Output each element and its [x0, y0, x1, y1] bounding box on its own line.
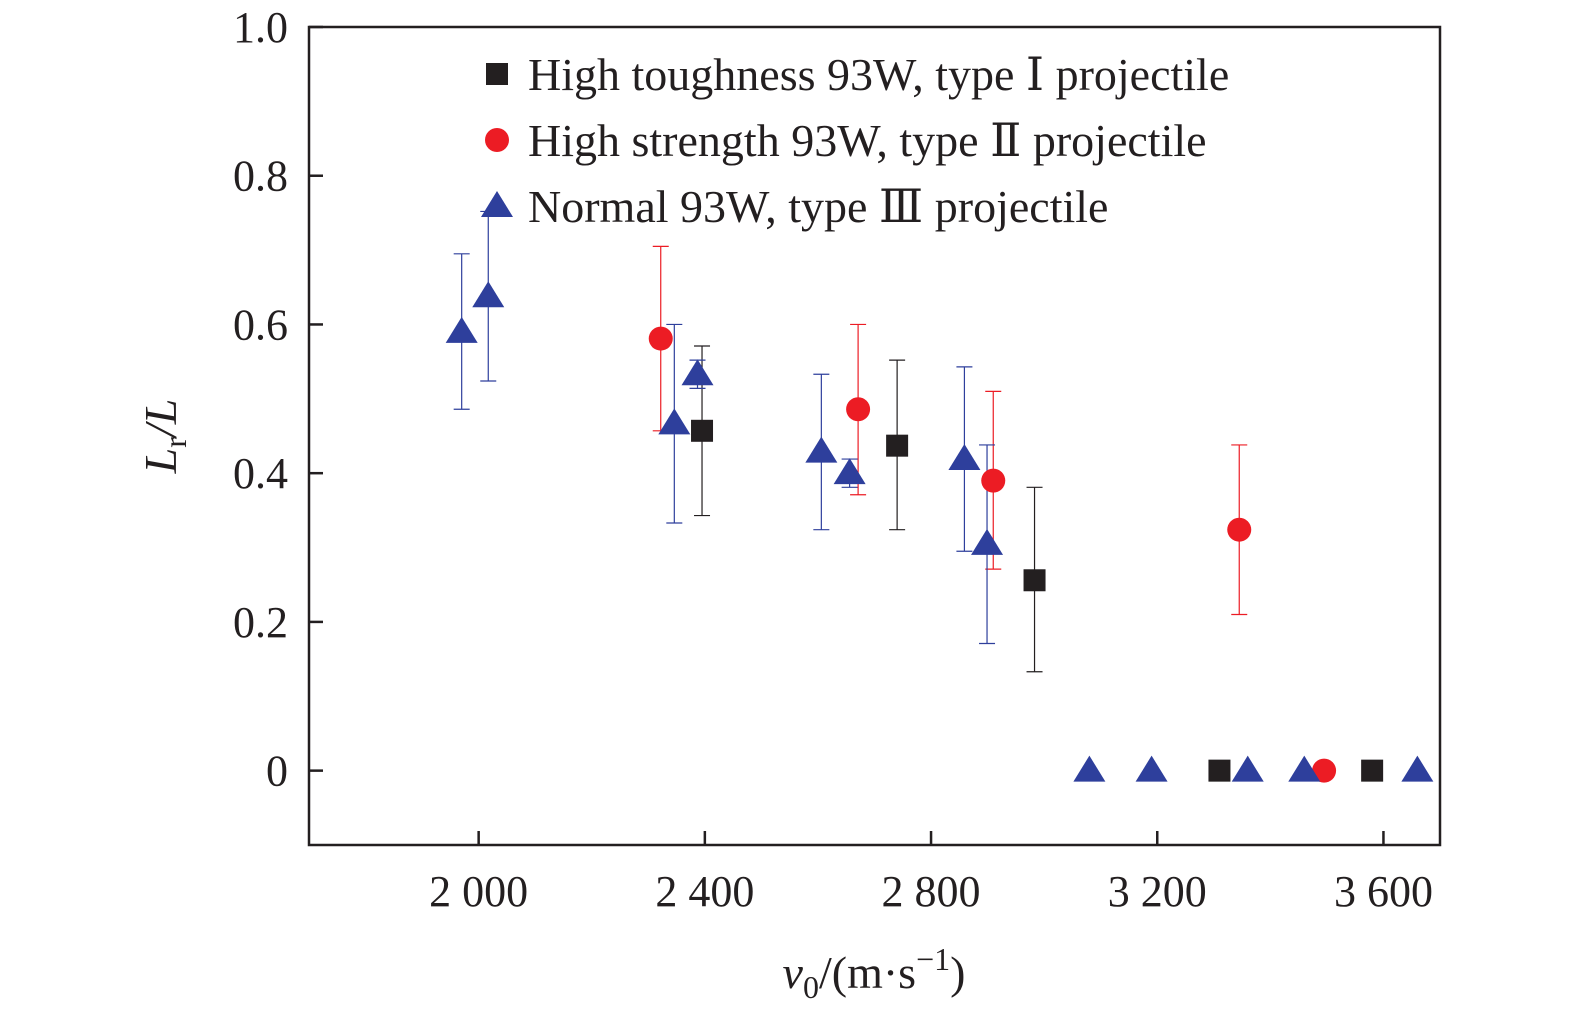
data-point-triangle	[1288, 755, 1321, 782]
x-tick-label: 3 600	[1334, 867, 1433, 916]
y-tick-label: 0.8	[233, 152, 288, 201]
plot-frame	[307, 25, 1442, 847]
data-point-triangle	[971, 528, 1004, 555]
data-point-triangle	[805, 436, 838, 463]
data-point-circle	[648, 326, 673, 351]
x-axis: 2 000 2 400 2 800 3 200 3 600	[429, 831, 1433, 916]
y-tick-label: 1.0	[233, 3, 288, 52]
legend-marker-circle	[485, 128, 509, 152]
x-tick-label: 2 400	[655, 867, 754, 916]
data-point-triangle	[681, 359, 714, 386]
y-tick-label: 0.4	[233, 449, 288, 498]
data-point-circle	[981, 468, 1006, 493]
y-tick-label: 0.2	[233, 598, 288, 647]
x-tick-label: 2 000	[429, 867, 528, 916]
data-point-circle	[1227, 517, 1252, 542]
data-points	[445, 281, 1434, 783]
data-point-triangle	[658, 408, 691, 435]
x-tick-label: 2 800	[882, 867, 981, 916]
y-axis: 0 0.2 0.4 0.6 0.8 1.0	[233, 3, 323, 796]
y-tick-label: 0.6	[233, 300, 288, 349]
data-point-square	[1361, 759, 1384, 782]
y-tick-label: 0	[266, 747, 288, 796]
data-point-triangle	[472, 281, 505, 308]
legend-marker-triangle	[481, 191, 513, 217]
x-tick-label: 3 200	[1108, 867, 1207, 916]
data-point-square	[691, 419, 714, 442]
data-point-triangle	[1135, 755, 1168, 782]
legend-marker-square	[486, 63, 508, 85]
data-point-triangle	[1073, 755, 1106, 782]
legend-label: Normal 93W, type Ⅲ projectile	[528, 181, 1108, 232]
legend-label: High toughness 93W, type Ⅰ projectile	[528, 49, 1229, 100]
data-point-triangle	[833, 458, 866, 485]
legend-label: High strength 93W, type Ⅱ projectile	[528, 115, 1207, 166]
data-point-triangle	[1231, 755, 1264, 782]
data-point-square	[1208, 759, 1231, 782]
y-axis-title: Lr/L	[135, 399, 193, 475]
data-point-square	[1023, 569, 1046, 592]
data-point-triangle	[445, 316, 478, 343]
legend: High toughness 93W, type Ⅰ projectile Hig…	[481, 49, 1229, 232]
data-point-triangle	[948, 444, 981, 471]
x-axis-title: v0/(m·s−1)	[783, 941, 966, 1005]
data-point-circle	[1312, 758, 1337, 783]
data-point-triangle	[1401, 755, 1434, 782]
data-point-circle	[846, 397, 871, 422]
error-bars	[453, 210, 1248, 673]
data-point-square	[886, 434, 909, 457]
